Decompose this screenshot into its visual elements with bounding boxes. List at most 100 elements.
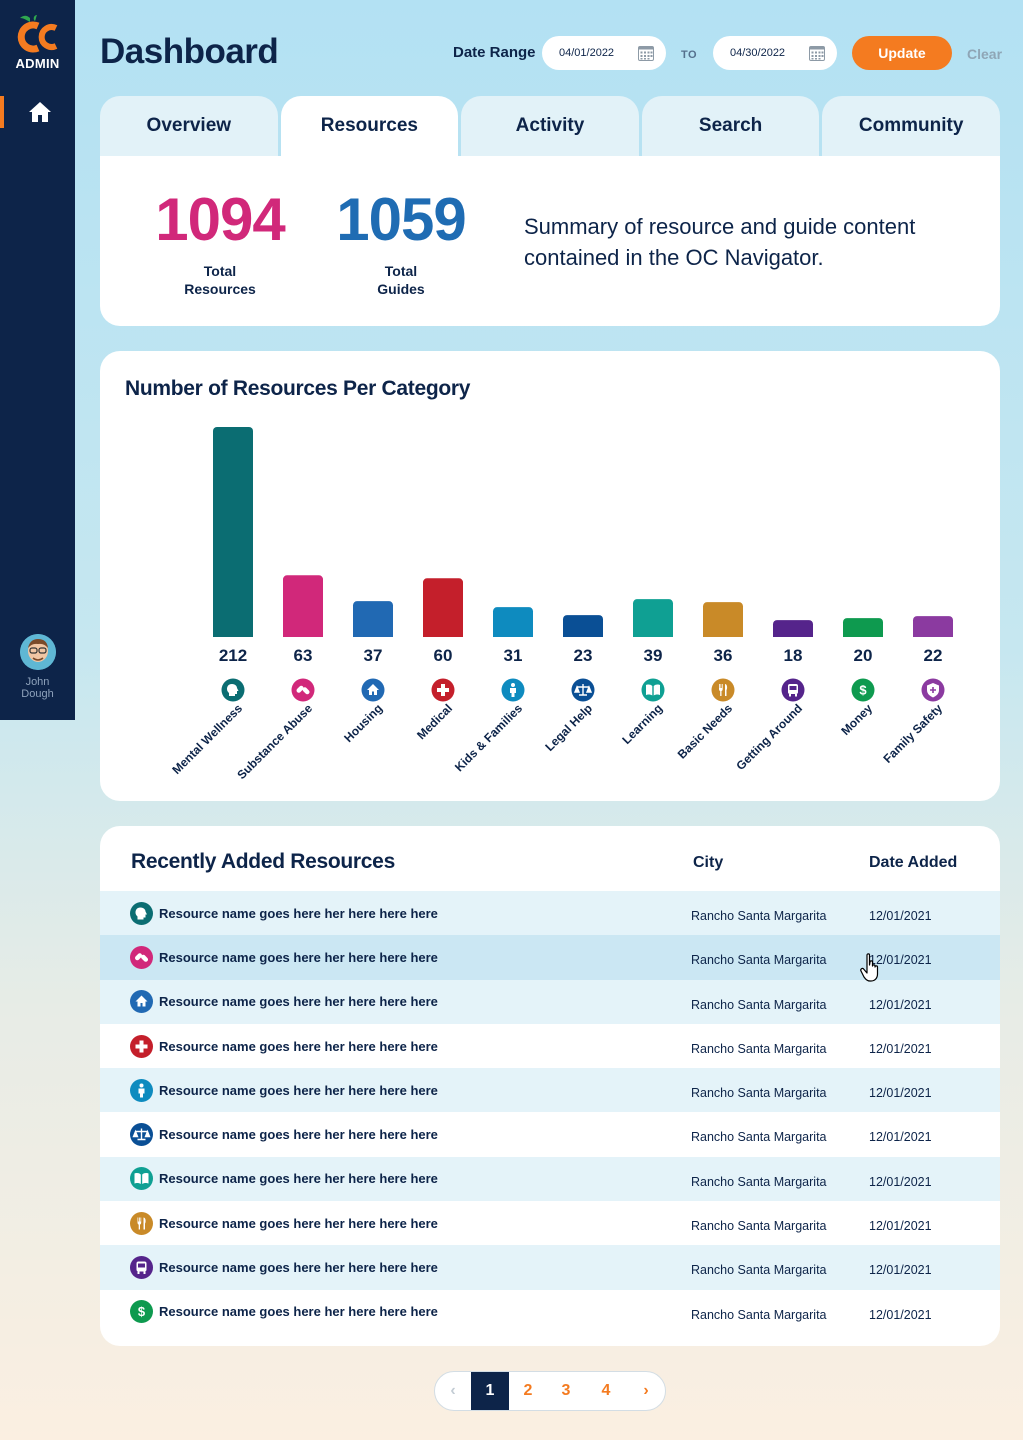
table-row[interactable]: Resource name goes here her here here he… <box>100 1156 1000 1202</box>
calendar-icon[interactable] <box>638 45 654 61</box>
bar-money[interactable] <box>843 618 883 642</box>
bar-kids-families[interactable] <box>493 607 533 642</box>
pagination: ‹ 1 2 3 4 › <box>434 1371 666 1411</box>
resource-name[interactable]: Resource name goes here her here here he… <box>159 1215 438 1231</box>
logo[interactable]: ADMIN <box>0 14 75 71</box>
prev-page-button[interactable]: ‹ <box>450 1382 456 1399</box>
tab-community[interactable]: Community <box>822 96 1000 156</box>
table-row[interactable]: Resource name goes here her here here he… <box>100 935 1000 980</box>
bar-base-mask <box>283 637 323 643</box>
bar-value-label: 39 <box>644 646 663 665</box>
resource-name[interactable]: Resource name goes here her here here he… <box>159 994 438 1010</box>
page-3-button[interactable]: 3 <box>561 1382 571 1399</box>
bar-basic-needs[interactable] <box>703 602 743 642</box>
resource-city: Rancho Santa Margarita <box>691 1041 827 1056</box>
bar-family-safety[interactable] <box>913 616 953 642</box>
table-row[interactable]: Resource name goes here her here here he… <box>100 979 1000 1024</box>
table-row[interactable]: Resource name goes here her here here he… <box>100 1024 1000 1068</box>
resource-name[interactable]: Resource name goes here her here here he… <box>159 1082 438 1098</box>
category-tick-label: Housing <box>341 701 385 745</box>
category-tick-label: Mental Wellness <box>169 701 245 777</box>
tab-resources[interactable]: Resources <box>280 96 459 156</box>
bar-medical[interactable] <box>423 578 463 642</box>
calendar-icon[interactable] <box>809 45 825 61</box>
bar-substance-abuse[interactable] <box>283 575 323 642</box>
bar-learning[interactable] <box>633 599 673 642</box>
resource-city: Rancho Santa Margarita <box>691 1130 827 1145</box>
resource-name[interactable]: Resource name goes here her here here he… <box>159 1304 438 1320</box>
page-title: Dashboard <box>100 32 279 71</box>
page-1-button[interactable]: 1 <box>471 1372 509 1410</box>
resource-date-added: 12/01/2021 <box>869 1307 932 1322</box>
category-tick-label: Getting Around <box>733 701 805 773</box>
user-avatar-icon <box>19 634 56 670</box>
bar-base-mask <box>353 637 393 643</box>
table-row[interactable]: Resource name goes here her here here he… <box>100 1201 1000 1245</box>
next-page-button[interactable]: › <box>643 1382 649 1399</box>
table-row[interactable]: $ Resource name goes here her here here h… <box>100 1290 1000 1334</box>
bar-value-label: 36 <box>714 646 733 665</box>
resources-per-category-chart: 212 Mental Wellness 63 Substance Abuse 37 Hou… <box>169 427 953 782</box>
tab-activity[interactable]: Activity <box>461 96 639 156</box>
bar-base-mask <box>913 637 953 643</box>
bar-legal-help[interactable] <box>563 615 603 642</box>
dollar-icon: $ <box>130 1300 153 1324</box>
column-header-city[interactable]: City <box>693 854 724 871</box>
column-header-date-added[interactable]: Date Added <box>869 854 958 871</box>
resource-name[interactable]: Resource name goes here her here here he… <box>159 905 438 921</box>
tab-search[interactable]: Search <box>641 96 820 156</box>
medical-cross-icon <box>431 678 455 702</box>
date-range-label: Date Range <box>453 44 536 61</box>
total-resources-label: Total Resources <box>150 262 290 298</box>
resource-name[interactable]: Resource name goes here her here here he… <box>159 1171 438 1187</box>
utensils-icon <box>130 1211 153 1235</box>
bar-value-label: 20 <box>854 646 873 665</box>
bar-value-label: 37 <box>364 646 383 665</box>
bar-value-label: 23 <box>574 646 593 665</box>
logo-label: ADMIN <box>15 56 60 71</box>
table-row[interactable]: Resource name goes here her here here he… <box>100 1068 1000 1113</box>
resource-name[interactable]: Resource name goes here her here here he… <box>159 1127 438 1143</box>
clear-button[interactable]: Clear <box>967 46 1003 62</box>
end-date-input[interactable]: 04/30/2022 <box>713 36 837 70</box>
summary-description: Summary of resource and guide content co… <box>524 214 916 270</box>
page-4-button[interactable]: 4 <box>601 1382 611 1399</box>
start-date-input[interactable]: 04/01/2022 <box>542 36 666 70</box>
bar-housing[interactable] <box>353 601 393 642</box>
avatar <box>19 634 56 670</box>
category-tick-label: Basic Needs <box>675 701 736 762</box>
bar-value-label: 31 <box>504 646 523 665</box>
tab-bar: Overview Resources Activity Search Commu… <box>100 96 1000 156</box>
resource-city: Rancho Santa Margarita <box>691 909 827 923</box>
sidebar-item-home[interactable] <box>0 96 75 128</box>
scales-icon <box>130 1123 153 1147</box>
resource-date-added: 12/01/2021 <box>869 1263 932 1278</box>
bar-mental-wellness[interactable] <box>213 427 253 642</box>
bar-base-mask <box>843 637 883 643</box>
home-icon <box>28 102 51 122</box>
bar-getting-around[interactable] <box>773 620 813 642</box>
resource-city: Rancho Santa Margarita <box>691 1086 827 1101</box>
svg-text:$: $ <box>859 683 867 698</box>
bar-value-label: 60 <box>434 646 453 665</box>
table-row[interactable]: Resource name goes here her here here he… <box>100 1112 1000 1156</box>
total-guides-stat: 1059 Total Guides <box>331 188 471 298</box>
summary-card: 1094 Total Resources 1059 Total Guides S… <box>100 156 1000 326</box>
table-row[interactable]: Resource name goes here her here here he… <box>100 1245 1000 1290</box>
bar-value-label: 63 <box>294 646 313 665</box>
user-profile[interactable]: John Dough <box>0 634 75 700</box>
head-icon <box>130 901 153 925</box>
svg-text:$: $ <box>138 1304 146 1319</box>
pills-icon <box>291 678 315 702</box>
head-icon <box>221 678 245 702</box>
bar-base-mask <box>703 637 743 643</box>
tab-overview[interactable]: Overview <box>100 96 278 156</box>
resource-city: Rancho Santa Margarita <box>691 997 827 1012</box>
resource-name[interactable]: Resource name goes here her here here he… <box>159 1260 438 1276</box>
update-button[interactable]: Update <box>852 36 952 70</box>
resource-name[interactable]: Resource name goes here her here here he… <box>159 1038 438 1054</box>
page-2-button[interactable]: 2 <box>523 1382 533 1399</box>
table-row[interactable]: Resource name goes here her here here he… <box>100 891 1000 936</box>
house-icon <box>130 990 153 1014</box>
resource-name[interactable]: Resource name goes here her here here he… <box>159 949 438 965</box>
